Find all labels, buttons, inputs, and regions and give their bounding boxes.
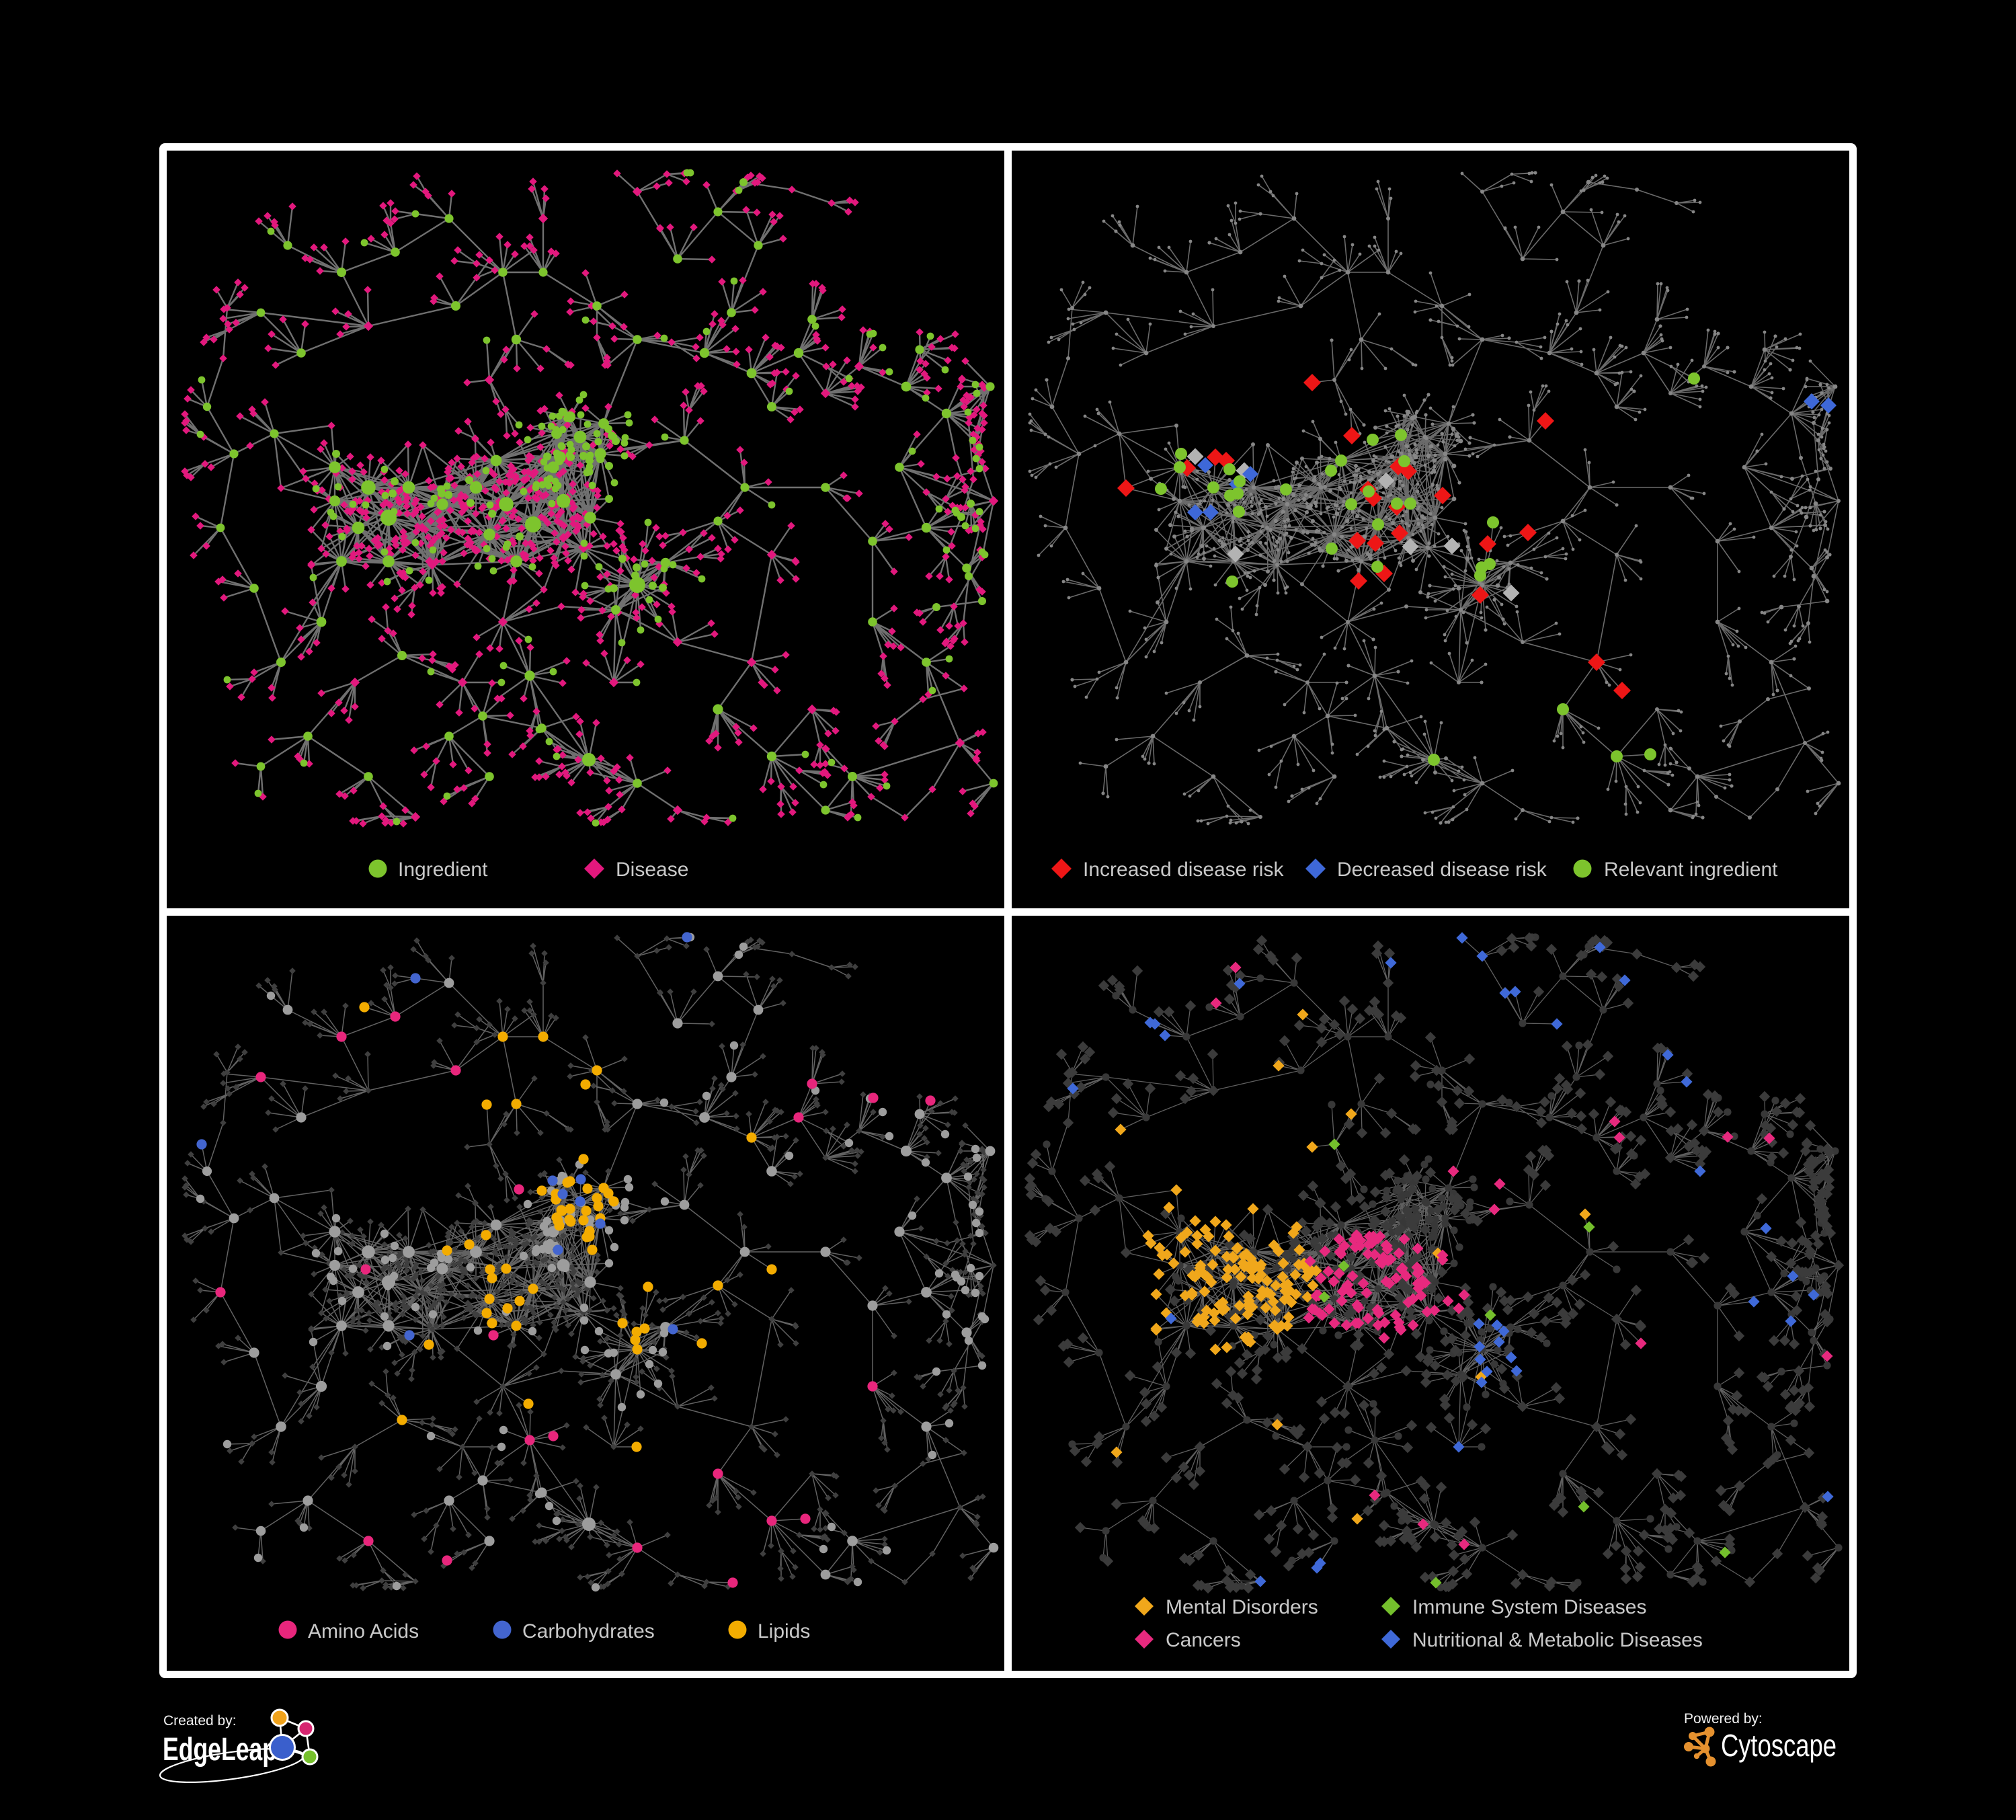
svg-text:Cytoscape: Cytoscape	[1721, 1728, 1837, 1763]
svg-text:Disease: Disease	[616, 859, 688, 881]
svg-text:Cancers: Cancers	[1166, 1629, 1241, 1651]
svg-text:Ingredient: Ingredient	[398, 859, 488, 881]
svg-text:Increased disease risk: Increased disease risk	[1083, 859, 1284, 881]
svg-text:EdgeLeap: EdgeLeap	[163, 1732, 277, 1768]
svg-text:Decreased disease risk: Decreased disease risk	[1337, 859, 1547, 881]
svg-text:Relevant ingredient: Relevant ingredient	[1604, 859, 1778, 881]
svg-text:Created by:: Created by:	[163, 1713, 237, 1729]
svg-text:Lipids: Lipids	[758, 1620, 810, 1643]
svg-text:Mental Disorders: Mental Disorders	[1166, 1596, 1318, 1618]
svg-text:Amino Acids: Amino Acids	[308, 1620, 419, 1643]
svg-text:Carbohydrates: Carbohydrates	[522, 1620, 655, 1643]
svg-text:Powered by:: Powered by:	[1684, 1711, 1763, 1727]
svg-text:Nutritional & Metabolic Diseas: Nutritional & Metabolic Diseases	[1412, 1629, 1703, 1651]
svg-text:Immune System Diseases: Immune System Diseases	[1412, 1596, 1646, 1618]
